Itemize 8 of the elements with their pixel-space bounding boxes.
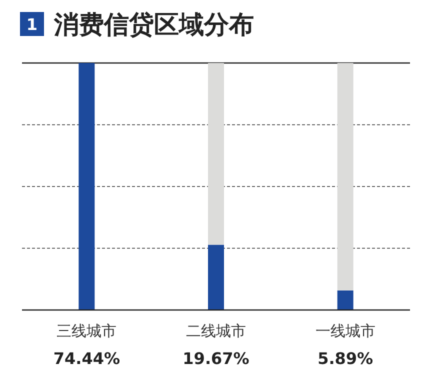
x-tick-label: 一线城市 (315, 322, 376, 340)
chart-title: 消费信贷区域分布 (53, 10, 254, 39)
data-label: 5.89% (318, 349, 374, 368)
x-tick-label: 三线城市 (56, 322, 117, 340)
data-label: 74.44% (53, 349, 120, 368)
text: 1 (26, 15, 38, 34)
x-tick-label: 二线城市 (186, 322, 246, 340)
data-label: 19.67% (182, 349, 250, 368)
